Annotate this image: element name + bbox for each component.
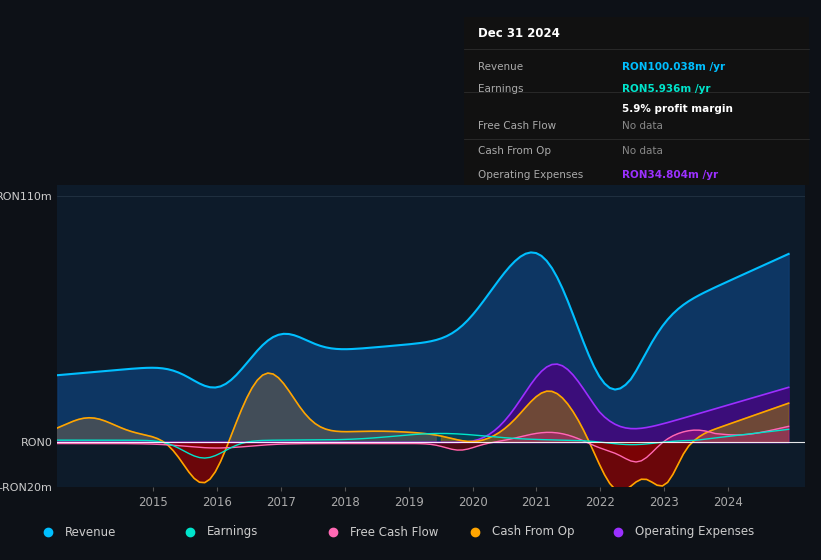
Text: Free Cash Flow: Free Cash Flow — [350, 525, 438, 539]
Text: RON5.936m /yr: RON5.936m /yr — [622, 84, 711, 94]
Text: RON100.038m /yr: RON100.038m /yr — [622, 62, 726, 72]
Text: Cash From Op: Cash From Op — [492, 525, 575, 539]
Text: RON34.804m /yr: RON34.804m /yr — [622, 170, 718, 180]
Text: Operating Expenses: Operating Expenses — [478, 170, 583, 180]
Text: No data: No data — [622, 121, 663, 131]
Text: Earnings: Earnings — [478, 84, 523, 94]
Text: Cash From Op: Cash From Op — [478, 146, 551, 156]
Text: Revenue: Revenue — [478, 62, 523, 72]
Text: Earnings: Earnings — [207, 525, 259, 539]
Text: 5.9% profit margin: 5.9% profit margin — [622, 104, 733, 114]
Text: No data: No data — [622, 146, 663, 156]
Text: Free Cash Flow: Free Cash Flow — [478, 121, 556, 131]
Text: Operating Expenses: Operating Expenses — [635, 525, 754, 539]
Text: Dec 31 2024: Dec 31 2024 — [478, 27, 560, 40]
Text: Revenue: Revenue — [65, 525, 116, 539]
